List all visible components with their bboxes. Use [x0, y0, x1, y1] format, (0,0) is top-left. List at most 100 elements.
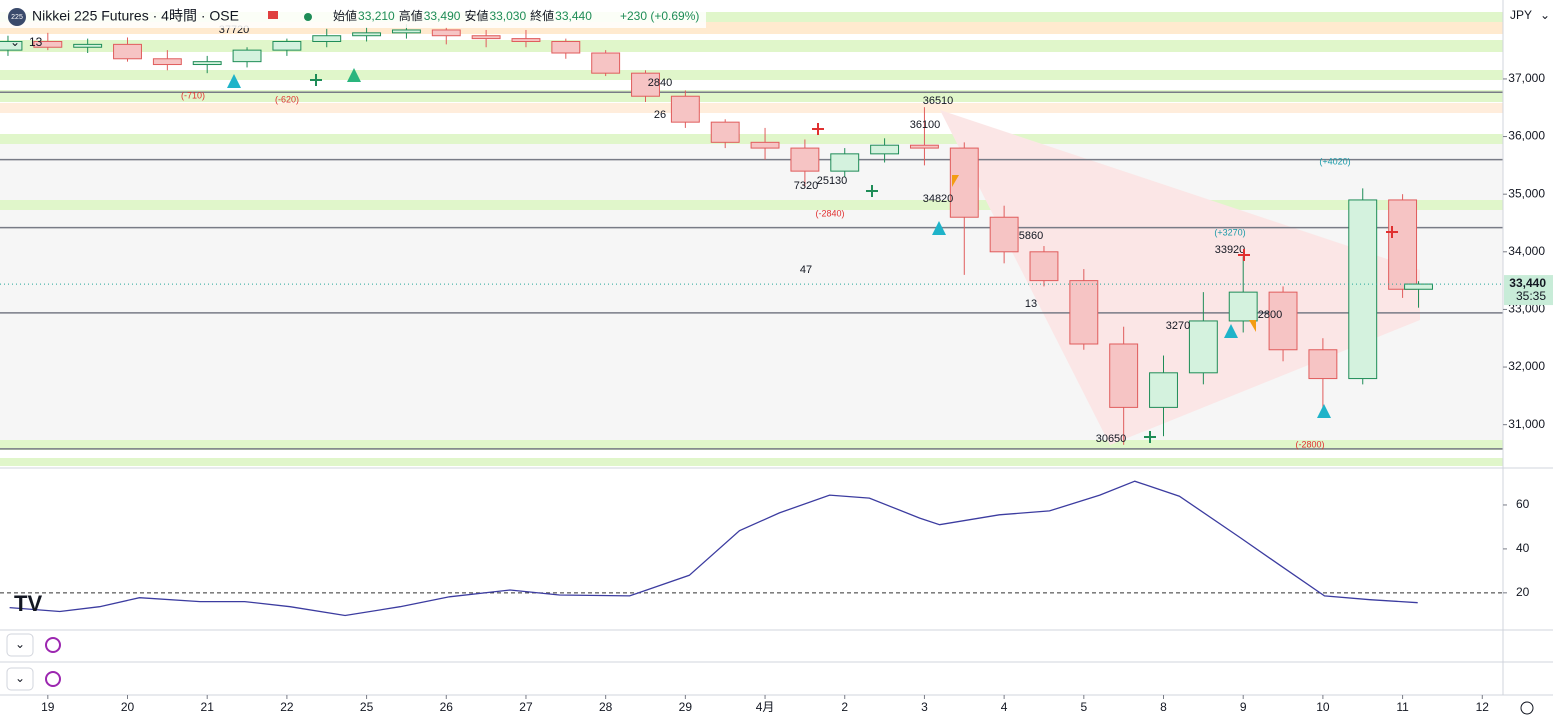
- x-tick-label: 8: [1160, 700, 1167, 714]
- candle-body: [949, 147, 979, 218]
- zone: [0, 103, 1503, 113]
- candle-body: [750, 141, 780, 149]
- pane-toggle[interactable]: [6, 667, 34, 691]
- annotation: 34820: [923, 193, 954, 205]
- x-tick-label: 11: [1396, 700, 1409, 714]
- annotation: (-620): [275, 94, 299, 104]
- indicator-count[interactable]: 13: [29, 35, 43, 49]
- candle-body: [670, 95, 700, 123]
- candle-body: [192, 61, 222, 66]
- annotation: (+4020): [1319, 156, 1350, 166]
- x-tick-label: 29: [679, 700, 693, 714]
- y-tick-label: 20: [1516, 585, 1530, 599]
- oscillator: 20 40 60: [0, 480, 1530, 617]
- zone: [0, 70, 1503, 80]
- candle-body: [431, 29, 461, 37]
- x-tick-label: 28: [599, 700, 613, 714]
- x-tick-label: 9: [1240, 700, 1247, 714]
- candle-body: [830, 153, 860, 172]
- ohlc-value: 33,210: [358, 9, 395, 23]
- x-tick-label: 4: [1001, 700, 1008, 714]
- pane-toggle-icon[interactable]: ⌄: [15, 671, 25, 685]
- pane-toggle-icon[interactable]: ⌄: [15, 637, 25, 651]
- candles: [0, 24, 1433, 445]
- annotation: (-2800): [1295, 439, 1324, 449]
- signal: [1224, 324, 1238, 338]
- candle-body: [870, 144, 900, 155]
- candle-body: [113, 43, 142, 60]
- signal: [347, 68, 361, 82]
- last-price-tag: [1504, 275, 1553, 306]
- annotation: 7320: [794, 180, 818, 192]
- y-tick-label: 33,000: [1508, 302, 1545, 316]
- signal: [932, 221, 946, 235]
- x-tick-label: 12: [1476, 700, 1490, 714]
- zone: [940, 110, 1420, 445]
- y-tick-label: 31,000: [1508, 417, 1545, 431]
- change: +230 (+0.69%): [620, 9, 699, 23]
- ohlc-label: 高値: [399, 8, 423, 23]
- x-tick-label: 26: [440, 700, 454, 714]
- candle-body: [989, 216, 1019, 253]
- collapse-icon[interactable]: ⌄: [10, 35, 20, 49]
- status-dot: [304, 13, 312, 21]
- candle-body: [790, 147, 820, 172]
- candle-body: [1029, 251, 1059, 282]
- candle-body: [272, 40, 302, 51]
- flag: [268, 11, 278, 19]
- candle-body: [471, 35, 501, 40]
- candle-body: [1268, 291, 1298, 351]
- settings[interactable]: [1520, 701, 1534, 715]
- candle-body: [1109, 343, 1139, 408]
- candle-body: [152, 58, 182, 66]
- x-tick-label: 4月: [756, 700, 775, 714]
- oscillator-line: [9, 480, 1418, 617]
- candle-body: [1404, 283, 1433, 290]
- annotation: (+3270): [1214, 227, 1245, 237]
- x-tick-label: 20: [121, 700, 135, 714]
- signal: [227, 74, 241, 88]
- annotation: 2800: [1258, 309, 1282, 321]
- candle-body: [232, 49, 262, 63]
- currency-arrow[interactable]: ⌄: [1540, 8, 1550, 22]
- y-tick-label: 37,000: [1508, 71, 1545, 85]
- x-tick-label: 27: [519, 700, 533, 714]
- y-tick-label: 35,000: [1508, 186, 1545, 200]
- y-tick-label: 60: [1516, 497, 1530, 511]
- logo: TV: [14, 591, 42, 616]
- signals: [227, 68, 1398, 443]
- candle-body: [312, 35, 342, 42]
- annotation: 33920: [1215, 244, 1246, 256]
- x-tick-label: 21: [201, 700, 215, 714]
- zone: [0, 200, 1503, 210]
- candle-body: [1188, 320, 1218, 374]
- ohlc: 始値 33,210 高値 33,490 安値 33,030 終値 33,440: [333, 8, 592, 23]
- refresh[interactable]: [45, 637, 61, 653]
- annotation: 36100: [910, 119, 941, 131]
- ohlc-value: 33,490: [424, 9, 461, 23]
- candle-body: [0, 40, 23, 51]
- candle-body: [1228, 291, 1258, 322]
- zone: [0, 90, 1503, 102]
- candle-body: [1348, 199, 1378, 380]
- x-tick-label: 5: [1080, 700, 1087, 714]
- refresh[interactable]: [45, 671, 61, 687]
- annotation: 3270: [1166, 320, 1190, 332]
- x-tick-label: 22: [280, 700, 294, 714]
- annotation: 36510: [923, 95, 954, 107]
- signal: [310, 74, 1156, 443]
- zone: [0, 134, 1503, 144]
- zone: [0, 12, 1503, 22]
- annotation: 47: [800, 264, 812, 276]
- signal: [1317, 404, 1331, 418]
- candle-body: [1308, 349, 1338, 380]
- candle-body: [1388, 199, 1418, 290]
- last-price-label: 33,440: [1509, 276, 1546, 290]
- currency[interactable]: JPY: [1510, 8, 1532, 22]
- candle-body: [73, 43, 103, 48]
- zone: [0, 458, 1503, 466]
- candle-body: [591, 52, 621, 74]
- candle-body: [511, 38, 541, 42]
- pane-toggle[interactable]: [6, 633, 34, 657]
